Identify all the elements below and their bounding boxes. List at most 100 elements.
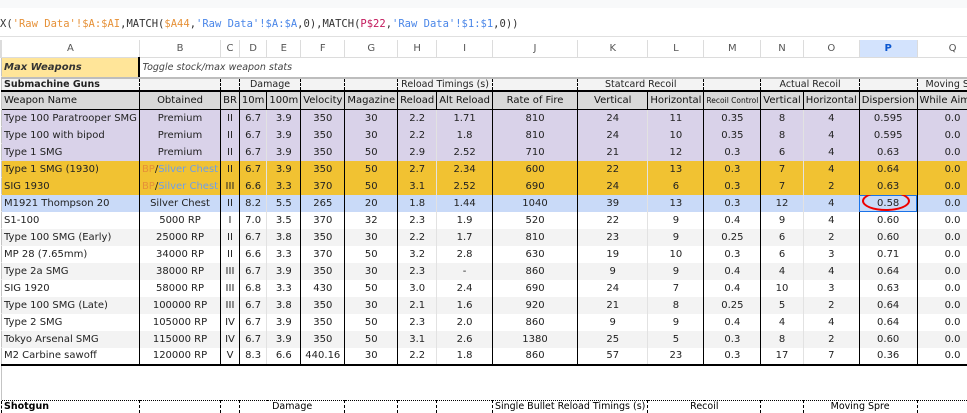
br[interactable]: III	[221, 263, 240, 280]
actual-horizontal[interactable]: 2	[803, 229, 859, 246]
velocity[interactable]: 350	[301, 161, 345, 178]
rate-of-fire[interactable]: 920	[492, 297, 577, 314]
statcard-vertical[interactable]: 24	[578, 280, 648, 297]
recoil-control[interactable]: 0.25	[704, 297, 761, 314]
obtained[interactable]: 120000 RP	[139, 348, 220, 365]
velocity[interactable]: 370	[301, 246, 345, 263]
weapon-name[interactable]: Type 100 with bipod	[2, 127, 140, 144]
statcard-horizontal[interactable]: 6	[648, 178, 704, 195]
rate-of-fire[interactable]: 690	[492, 178, 577, 195]
moving-spread-aiming[interactable]: 0.0	[917, 161, 967, 178]
formula-bar[interactable]: X('Raw Data'!$A:$AI,MATCH($A44,'Raw Data…	[0, 0, 967, 37]
damage-10m[interactable]: 6.7	[239, 263, 266, 280]
statcard-horizontal[interactable]: 8	[648, 297, 704, 314]
recoil-control[interactable]: 0.35	[704, 127, 761, 144]
reload[interactable]: 3.1	[398, 178, 437, 195]
velocity[interactable]: 350	[301, 110, 345, 127]
reload[interactable]: 3.2	[398, 246, 437, 263]
statcard-vertical[interactable]: 24	[578, 127, 648, 144]
column-header-c[interactable]: C	[221, 40, 240, 58]
statcard-horizontal[interactable]: 12	[648, 144, 704, 161]
statcard-vertical[interactable]: 22	[578, 212, 648, 229]
rate-of-fire[interactable]: 710	[492, 144, 577, 161]
header-100m[interactable]: 100m	[267, 91, 301, 110]
moving-spread-aiming[interactable]: 0.0	[917, 178, 967, 195]
header-obtained[interactable]: Obtained	[139, 91, 220, 110]
rate-of-fire[interactable]: 860	[492, 314, 577, 331]
velocity[interactable]: 265	[301, 195, 345, 212]
dispersion[interactable]: 0.64	[859, 297, 917, 314]
header-vertical[interactable]: Vertical	[761, 91, 803, 110]
actual-horizontal[interactable]: 2	[803, 178, 859, 195]
header-rate-of-fire[interactable]: Rate of Fire	[492, 91, 577, 110]
weapon-name[interactable]: Type 100 SMG (Early)	[2, 229, 140, 246]
br[interactable]: III	[221, 297, 240, 314]
column-header-d[interactable]: D	[239, 40, 266, 58]
damage-100m[interactable]: 5.5	[267, 195, 301, 212]
actual-vertical[interactable]: 8	[761, 110, 803, 127]
column-header-a[interactable]: A	[2, 40, 140, 58]
obtained[interactable]: Premium	[139, 144, 220, 161]
damage-100m[interactable]: 3.9	[267, 127, 301, 144]
reload[interactable]: 2.2	[398, 110, 437, 127]
actual-vertical[interactable]: 7	[761, 178, 803, 195]
damage-100m[interactable]: 3.5	[267, 212, 301, 229]
obtained[interactable]: 105000 RP	[139, 314, 220, 331]
actual-horizontal[interactable]: 4	[803, 314, 859, 331]
moving-spread-aiming[interactable]: 0.0	[917, 127, 967, 144]
actual-horizontal[interactable]: 2	[803, 331, 859, 348]
weapon-name[interactable]: S1-100	[2, 212, 140, 229]
velocity[interactable]: 350	[301, 127, 345, 144]
statcard-vertical[interactable]: 19	[578, 246, 648, 263]
dispersion[interactable]: 0.64	[859, 161, 917, 178]
header-reload[interactable]: Reload	[398, 91, 437, 110]
obtained[interactable]: 38000 RP	[139, 263, 220, 280]
actual-horizontal[interactable]: 2	[803, 297, 859, 314]
header-recoil-control[interactable]: Recoil Control	[704, 91, 761, 110]
column-header-o[interactable]: O	[803, 40, 859, 58]
recoil-control[interactable]: 0.4	[704, 263, 761, 280]
column-header-f[interactable]: F	[301, 40, 345, 58]
weapon-name[interactable]: Tokyo Arsenal SMG	[2, 331, 140, 348]
dispersion[interactable]: 0.71	[859, 246, 917, 263]
obtained[interactable]: 58000 RP	[139, 280, 220, 297]
weapon-name[interactable]: SIG 1930	[2, 178, 140, 195]
damage-100m[interactable]: 3.3	[267, 246, 301, 263]
actual-horizontal[interactable]: 4	[803, 263, 859, 280]
recoil-control[interactable]: 0.4	[704, 314, 761, 331]
weapon-name[interactable]: M2 Carbine sawoff	[2, 348, 140, 365]
magazine[interactable]: 32	[345, 212, 398, 229]
recoil-control[interactable]: 0.3	[704, 348, 761, 365]
br[interactable]: III	[221, 280, 240, 297]
moving-spread-aiming[interactable]: 0.0	[917, 212, 967, 229]
obtained[interactable]: 115000 RP	[139, 331, 220, 348]
moving-spread-aiming[interactable]: 0.0	[917, 195, 967, 212]
obtained[interactable]: 25000 RP	[139, 229, 220, 246]
damage-100m[interactable]: 3.8	[267, 297, 301, 314]
header-br[interactable]: BR	[221, 91, 240, 110]
velocity[interactable]: 350	[301, 229, 345, 246]
br[interactable]: II	[221, 246, 240, 263]
statcard-vertical[interactable]: 21	[578, 297, 648, 314]
header-alt-reload[interactable]: Alt Reload	[437, 91, 493, 110]
alt-reload[interactable]: 1.44	[437, 195, 493, 212]
rate-of-fire[interactable]: 860	[492, 348, 577, 365]
weapon-name[interactable]: Type 1 SMG	[2, 144, 140, 161]
damage-10m[interactable]: 7.0	[239, 212, 266, 229]
weapon-name[interactable]: Type 2 SMG	[2, 314, 140, 331]
formula-text[interactable]: X('Raw Data'!$A:$AI,MATCH($A44,'Raw Data…	[0, 18, 518, 30]
recoil-control[interactable]: 0.25	[704, 229, 761, 246]
moving-spread-aiming[interactable]: 0.0	[917, 297, 967, 314]
reload[interactable]: 2.7	[398, 161, 437, 178]
dispersion[interactable]: 0.63	[859, 280, 917, 297]
obtained-cell[interactable]: BP/Silver Chest	[139, 178, 220, 195]
reload[interactable]: 2.2	[398, 348, 437, 365]
velocity[interactable]: 430	[301, 280, 345, 297]
alt-reload[interactable]: 2.6	[437, 331, 493, 348]
column-header-k[interactable]: K	[578, 40, 648, 58]
alt-reload[interactable]: 1.7	[437, 229, 493, 246]
damage-10m[interactable]: 6.7	[239, 110, 266, 127]
obtained-cell[interactable]: BP/Silver Chest	[139, 161, 220, 178]
actual-vertical[interactable]: 10	[761, 280, 803, 297]
